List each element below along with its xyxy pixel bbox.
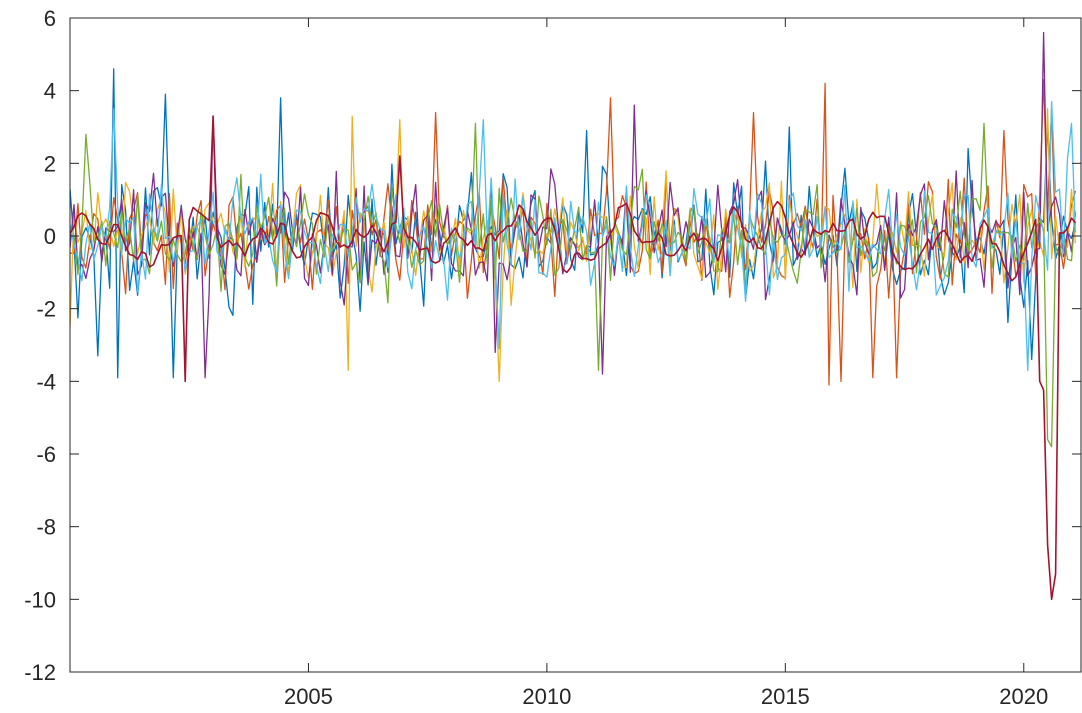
y-tick-label: -6 [36, 442, 56, 467]
y-tick-label: 4 [44, 79, 56, 104]
series-line-1 [70, 68, 1077, 379]
x-tick-label: 2015 [761, 684, 810, 709]
y-tick-label: -12 [24, 660, 56, 685]
y-tick-label: -4 [36, 369, 56, 394]
series-layer [70, 31, 1077, 601]
y-tick-label: 0 [44, 224, 56, 249]
axis-layer: 6 4 2 0 -2 -4 -6 -8 -10 -12 2005 2010 2015 2020 [24, 6, 1082, 709]
y-tick-label: 2 [44, 151, 56, 176]
y-tick-label: -10 [24, 587, 56, 612]
series-line-6 [70, 100, 1077, 372]
x-tick-label: 2020 [999, 684, 1048, 709]
axes-box [69, 17, 1082, 673]
plot-area [70, 18, 1081, 672]
x-tick-label: 2005 [284, 684, 333, 709]
y-tick-label: -2 [36, 297, 56, 322]
x-tick-label: 2010 [522, 684, 571, 709]
series-line-7 [70, 115, 1077, 601]
y-tick-label: -8 [36, 515, 56, 540]
y-tick-label: 6 [44, 6, 56, 31]
